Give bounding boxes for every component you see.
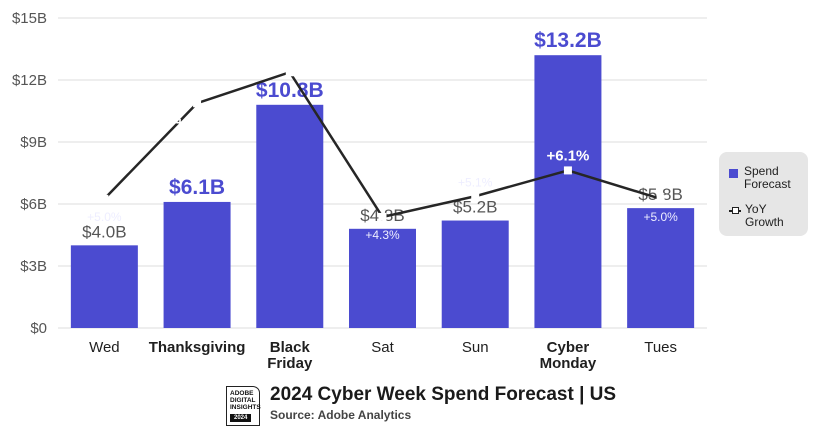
bar-value-label: $5.8B [638,185,682,204]
chart-source: Source: Adobe Analytics [270,408,412,422]
y-tick-label: $9B [20,134,47,151]
legend-item-spend: Spend Forecast [729,165,806,191]
chart-title: 2024 Cyber Week Spend Forecast | US [270,384,617,405]
chart-footer: ADOBE DIGITAL INSIGHTS 2024 2024 Cyber W… [226,384,616,426]
legend-line-marker-icon [729,206,741,216]
bar [163,201,231,328]
bar-value-label: $6.1B [169,176,225,199]
growth-point-marker [656,194,665,203]
y-tick-label: $3B [20,258,47,275]
legend-item-growth: YoY Growth [729,203,807,229]
bar-value-label: $4.0B [82,222,126,241]
badge-text: ADOBE DIGITAL INSIGHTS [230,390,261,411]
legend-swatch-spend [729,169,738,178]
growth-value-label: +5.0% [643,210,678,224]
badge-year: 2024 [230,414,252,422]
chart-legend: Spend Forecast YoY Growth [719,152,808,236]
x-tick-label: Thanksgiving [149,339,246,356]
growth-value-label: +9.9% [268,49,311,66]
bar-value-label: $13.2B [534,29,602,52]
growth-point-marker [100,194,109,203]
legend-label-growth: YoY Growth [745,202,784,229]
y-tick-label: $12B [12,72,47,89]
cyber-week-chart: $0$3B$6B$9B$12B$15B$4.0B$6.1B$10.8B$4.8B… [12,10,707,372]
legend-label-spend: Spend Forecast [744,164,791,191]
adobe-digital-insights-badge: ADOBE DIGITAL INSIGHTS 2024 [226,386,261,426]
x-tick-label: Wed [89,339,120,356]
bar [70,245,138,328]
growth-point-marker [378,212,387,221]
growth-value-label: +8.7% [176,114,219,131]
growth-point-marker [285,68,294,77]
y-tick-label: $0 [30,320,47,337]
x-tick-label: Monday [540,355,597,372]
x-tick-label: Sun [462,339,489,356]
growth-value-label: +4.3% [365,228,400,242]
growth-point-marker [471,192,480,201]
y-tick-label: $6B [20,196,47,213]
growth-point-marker [193,99,202,108]
growth-point-marker [563,166,572,175]
bar-value-label: $10.8B [256,79,324,102]
x-tick-label: Black [270,339,311,356]
x-tick-label: Sat [371,339,394,356]
footer-text: 2024 Cyber Week Spend Forecast | US Sour… [270,384,616,423]
bar [349,228,416,328]
x-tick-label: Tues [644,339,677,356]
y-tick-label: $15B [12,10,47,27]
growth-value-label: +6.1% [546,147,589,164]
growth-value-label: +5.0% [87,210,122,224]
x-tick-label: Friday [267,355,313,372]
bar [441,220,509,328]
bar [534,55,602,328]
bar-value-label: $5.2B [453,198,497,217]
x-tick-label: Cyber [547,339,590,356]
bar [256,104,324,328]
growth-value-label: +5.1% [458,175,493,189]
bar [627,208,695,328]
